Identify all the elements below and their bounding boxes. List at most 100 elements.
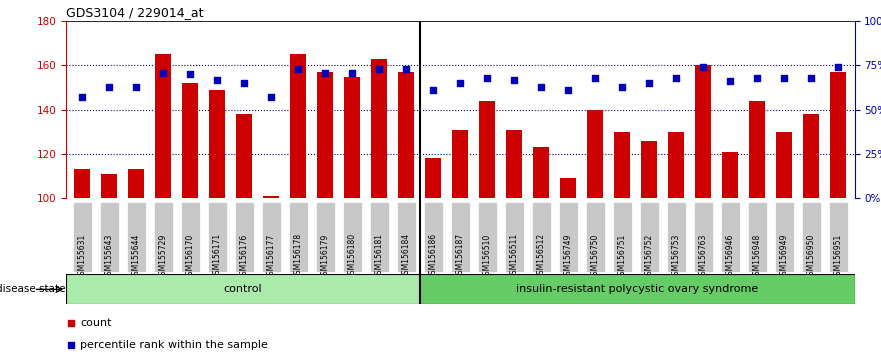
FancyBboxPatch shape xyxy=(424,202,443,272)
Bar xyxy=(182,83,198,198)
Bar xyxy=(426,159,441,198)
Bar xyxy=(669,132,685,198)
Bar xyxy=(588,110,603,198)
FancyBboxPatch shape xyxy=(396,202,416,272)
FancyBboxPatch shape xyxy=(640,202,659,272)
FancyBboxPatch shape xyxy=(343,202,362,272)
Text: disease state: disease state xyxy=(0,284,65,295)
Text: GSM156951: GSM156951 xyxy=(834,233,843,280)
FancyBboxPatch shape xyxy=(127,202,146,272)
Bar xyxy=(236,114,252,198)
Bar xyxy=(209,90,226,198)
Bar xyxy=(533,147,550,198)
Bar xyxy=(344,76,360,198)
Text: GSM156177: GSM156177 xyxy=(267,233,276,280)
Text: GSM156510: GSM156510 xyxy=(483,233,492,280)
Point xyxy=(723,79,737,84)
Text: GSM156950: GSM156950 xyxy=(807,233,816,280)
Text: GSM155644: GSM155644 xyxy=(132,233,141,280)
Text: insulin-resistant polycystic ovary syndrome: insulin-resistant polycystic ovary syndr… xyxy=(516,284,759,295)
Bar xyxy=(749,101,766,198)
Point xyxy=(318,70,332,75)
Point xyxy=(589,75,603,81)
Text: GSM156749: GSM156749 xyxy=(564,233,573,280)
FancyBboxPatch shape xyxy=(748,202,767,272)
Text: GSM156180: GSM156180 xyxy=(348,233,357,279)
Point xyxy=(642,80,656,86)
Text: GSM156763: GSM156763 xyxy=(699,233,707,280)
FancyBboxPatch shape xyxy=(72,202,92,272)
Text: GSM156949: GSM156949 xyxy=(780,233,788,280)
FancyBboxPatch shape xyxy=(721,202,740,272)
Point xyxy=(292,66,306,72)
Bar xyxy=(776,132,793,198)
FancyBboxPatch shape xyxy=(667,202,686,272)
Text: GSM156752: GSM156752 xyxy=(645,233,654,280)
Point xyxy=(480,75,494,81)
Text: GSM156186: GSM156186 xyxy=(429,233,438,279)
Point xyxy=(373,66,387,72)
Point xyxy=(561,87,575,93)
Point xyxy=(670,75,684,81)
Point xyxy=(426,87,440,93)
Point xyxy=(156,70,170,75)
Text: GSM156184: GSM156184 xyxy=(402,233,411,279)
Text: count: count xyxy=(80,318,112,329)
FancyBboxPatch shape xyxy=(505,202,524,272)
FancyBboxPatch shape xyxy=(693,202,713,272)
Text: GSM156512: GSM156512 xyxy=(537,233,546,279)
Point xyxy=(777,75,791,81)
FancyBboxPatch shape xyxy=(234,202,254,272)
FancyBboxPatch shape xyxy=(559,202,578,272)
Text: GSM156750: GSM156750 xyxy=(591,233,600,280)
Point xyxy=(399,66,413,72)
FancyBboxPatch shape xyxy=(153,202,173,272)
FancyBboxPatch shape xyxy=(612,202,632,272)
Text: GSM155631: GSM155631 xyxy=(78,233,86,280)
Bar xyxy=(479,101,495,198)
Text: percentile rank within the sample: percentile rank within the sample xyxy=(80,339,268,350)
Bar xyxy=(641,141,657,198)
Text: GSM156171: GSM156171 xyxy=(213,233,222,279)
Point xyxy=(507,77,522,82)
Point xyxy=(832,64,846,70)
Point xyxy=(75,95,89,100)
FancyBboxPatch shape xyxy=(315,202,335,272)
Point xyxy=(130,84,144,90)
Point xyxy=(211,77,225,82)
FancyBboxPatch shape xyxy=(208,202,227,272)
FancyBboxPatch shape xyxy=(478,202,497,272)
Point xyxy=(183,72,197,77)
Bar xyxy=(317,72,333,198)
Bar xyxy=(66,274,420,304)
Point xyxy=(264,95,278,100)
Bar xyxy=(128,170,144,198)
Text: GSM156946: GSM156946 xyxy=(726,233,735,280)
Text: GSM156187: GSM156187 xyxy=(455,233,465,279)
Bar xyxy=(452,130,469,198)
Text: GSM155729: GSM155729 xyxy=(159,233,167,280)
Text: GSM156181: GSM156181 xyxy=(374,233,384,279)
Point xyxy=(345,70,359,75)
Text: GSM156178: GSM156178 xyxy=(293,233,303,279)
Bar xyxy=(830,72,847,198)
Text: GDS3104 / 229014_at: GDS3104 / 229014_at xyxy=(66,6,204,19)
Text: control: control xyxy=(224,284,263,295)
Bar xyxy=(74,170,91,198)
Bar xyxy=(560,178,576,198)
Point xyxy=(237,80,251,86)
Point xyxy=(102,84,116,90)
Text: GSM156170: GSM156170 xyxy=(186,233,195,280)
Bar xyxy=(101,174,117,198)
Text: GSM156948: GSM156948 xyxy=(753,233,762,280)
Bar xyxy=(263,196,279,198)
FancyBboxPatch shape xyxy=(829,202,848,272)
Bar xyxy=(507,130,522,198)
Point xyxy=(615,84,629,90)
FancyBboxPatch shape xyxy=(802,202,821,272)
FancyBboxPatch shape xyxy=(100,202,119,272)
FancyBboxPatch shape xyxy=(370,202,389,272)
Bar xyxy=(371,59,388,198)
Text: GSM156511: GSM156511 xyxy=(510,233,519,279)
Point xyxy=(696,64,710,70)
